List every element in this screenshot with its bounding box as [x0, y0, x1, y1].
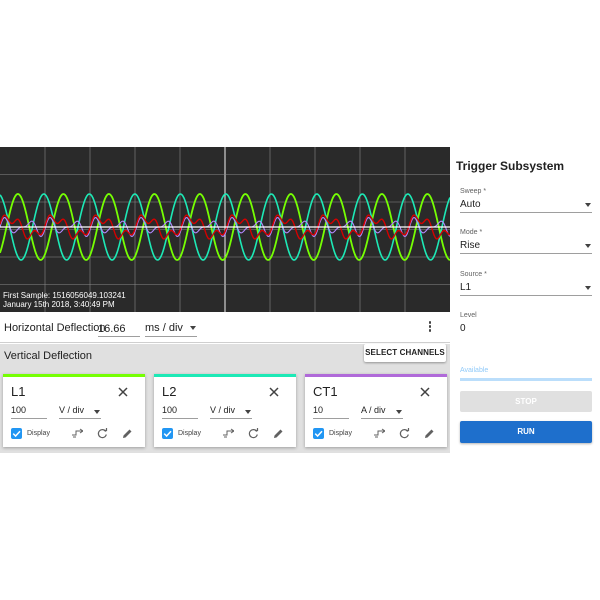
dropdown-arrow-icon	[585, 203, 591, 207]
vertical-deflection-panel: Vertical Deflection SELECT CHANNELS L1 1…	[0, 344, 450, 453]
channel-unit-value: A / div	[361, 405, 386, 415]
close-icon[interactable]	[268, 386, 280, 398]
source-field[interactable]: Source * L1	[460, 271, 592, 296]
sweep-field[interactable]: Sweep * Auto	[460, 188, 592, 213]
level-input[interactable]: 0	[460, 323, 466, 334]
edge-trigger-icon[interactable]	[374, 428, 385, 439]
horizontal-unit-select[interactable]: ms / div	[145, 319, 197, 337]
channel-scale-input[interactable]: 10	[313, 405, 349, 419]
channel-unit-select[interactable]: A / div	[361, 405, 403, 419]
channel-unit-select[interactable]: V / div	[210, 405, 252, 419]
horizontal-unit-value: ms / div	[145, 322, 183, 334]
app: First Sample: 1516056049.103241 January …	[0, 147, 600, 453]
channel-name: L1	[11, 384, 26, 399]
source-label: Source *	[460, 271, 487, 278]
mode-select[interactable]: Rise	[460, 240, 592, 254]
trigger-subsystem-panel: Trigger Subsystem Sweep * Auto Mode * Ri…	[450, 147, 600, 453]
trace-l2	[0, 193, 450, 261]
display-checkbox[interactable]	[11, 428, 22, 439]
dropdown-arrow-icon	[585, 244, 591, 248]
stop-button[interactable]: STOP	[460, 391, 592, 412]
mode-label: Mode *	[460, 229, 483, 236]
mode-field[interactable]: Mode * Rise	[460, 229, 592, 254]
dropdown-arrow-icon	[585, 286, 591, 290]
sweep-select[interactable]: Auto	[460, 199, 592, 213]
channel-name: CT1	[313, 384, 338, 399]
dropdown-arrow-icon	[94, 410, 100, 414]
edge-trigger-icon[interactable]	[72, 428, 83, 439]
dropdown-arrow-icon	[245, 410, 251, 414]
source-select[interactable]: L1	[460, 282, 592, 296]
refresh-icon[interactable]	[399, 428, 410, 439]
edit-icon[interactable]	[122, 428, 133, 439]
dropdown-arrow-icon	[190, 326, 196, 330]
refresh-icon[interactable]	[248, 428, 259, 439]
level-label: Level	[460, 312, 477, 319]
oscilloscope-display[interactable]: First Sample: 1516056049.103241 January …	[0, 147, 450, 312]
trace-aux	[0, 216, 450, 238]
close-icon[interactable]	[419, 386, 431, 398]
horizontal-deflection-bar: Horizontal Deflection ms / div	[0, 313, 450, 343]
channel-card-l1: L1 100 V / div Display	[3, 374, 145, 447]
edit-icon[interactable]	[424, 428, 435, 439]
trace-ct1	[0, 214, 450, 240]
display-label: Display	[27, 430, 50, 437]
refresh-icon[interactable]	[97, 428, 108, 439]
horizontal-deflection-input[interactable]	[98, 319, 140, 337]
channel-unit-value: V / div	[210, 405, 236, 415]
display-checkbox[interactable]	[162, 428, 173, 439]
run-button[interactable]: RUN	[460, 421, 592, 443]
mode-value: Rise	[460, 240, 481, 251]
sample-date-text: January 15th 2018, 3:40:49 PM	[3, 300, 115, 309]
dropdown-arrow-icon	[396, 410, 402, 414]
horizontal-deflection-label: Horizontal Deflection	[4, 322, 106, 334]
channel-name: L2	[162, 384, 177, 399]
sweep-label: Sweep *	[460, 188, 487, 195]
available-label: Available	[460, 367, 489, 374]
close-icon[interactable]	[117, 386, 129, 398]
display-label: Display	[329, 430, 352, 437]
channel-scale-input[interactable]: 100	[11, 405, 47, 419]
channel-card-ct1: CT1 10 A / div Display	[305, 374, 447, 447]
channel-unit-value: V / div	[59, 405, 85, 415]
channel-scale-input[interactable]: 100	[162, 405, 198, 419]
display-label: Display	[178, 430, 201, 437]
trigger-title: Trigger Subsystem	[456, 159, 565, 173]
level-field[interactable]: Level 0	[460, 312, 592, 337]
more-vert-icon[interactable]	[426, 321, 434, 335]
channel-unit-select[interactable]: V / div	[59, 405, 101, 419]
channel-card-l2: L2 100 V / div Display	[154, 374, 296, 447]
display-checkbox[interactable]	[313, 428, 324, 439]
sweep-value: Auto	[460, 199, 481, 210]
select-channels-button[interactable]: SELECT CHANNELS	[364, 344, 446, 362]
edge-trigger-icon[interactable]	[223, 428, 234, 439]
edit-icon[interactable]	[273, 428, 284, 439]
available-progress-bar	[460, 378, 592, 381]
trace-l1	[0, 193, 450, 261]
first-sample-text: First Sample: 1516056049.103241	[3, 291, 126, 300]
vertical-deflection-title: Vertical Deflection	[4, 350, 93, 362]
waveform-plot	[0, 147, 450, 312]
source-value: L1	[460, 282, 472, 293]
